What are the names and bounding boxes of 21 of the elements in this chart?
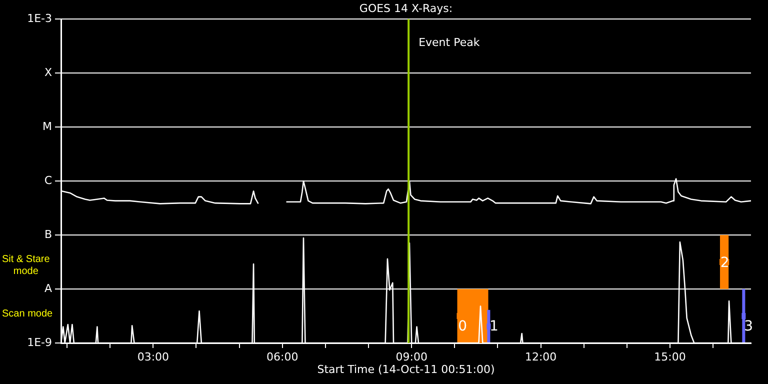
chart-title: GOES 14 X-Rays: — [359, 2, 453, 15]
annotation: 0 — [458, 318, 468, 334]
x-tick-label: 03:00 — [137, 350, 170, 364]
ref-line-label: Event Peak — [418, 36, 480, 49]
y-tick-label: C — [44, 174, 52, 187]
annotation: 3 — [744, 318, 754, 334]
x-tick-label: 12:00 — [524, 350, 557, 364]
annotation: 1 — [490, 318, 498, 334]
y-tick-label: 1E-3 — [27, 12, 52, 25]
y-tick-label: A — [44, 282, 52, 295]
y-tick-label: X — [44, 66, 52, 79]
x-tick-label: 09:00 — [396, 350, 428, 364]
x-tick-label: 06:00 — [266, 350, 298, 364]
x-axis-title: Start Time (14-Oct-11 00:51:00) — [317, 362, 495, 376]
text: Sit & Stare mode — [2, 254, 50, 277]
y-tick-label: B — [44, 228, 52, 241]
text: Scan mode — [2, 308, 54, 320]
y-tick-label: M — [42, 120, 52, 133]
x-tick-label: 15:00 — [654, 350, 686, 364]
annotation: 2 — [720, 254, 730, 271]
y-tick-label: 1E-9 — [27, 336, 52, 349]
